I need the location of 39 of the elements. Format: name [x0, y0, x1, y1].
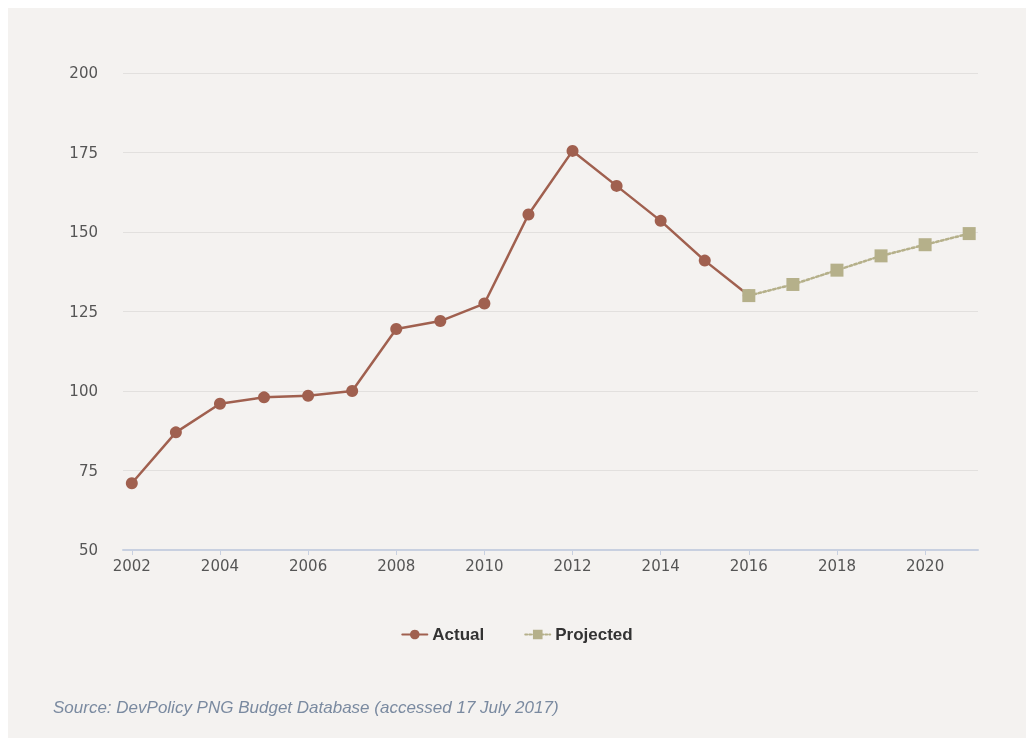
point	[390, 322, 403, 335]
point	[478, 297, 491, 310]
y-tick-label: 100	[69, 382, 98, 400]
point	[522, 208, 535, 221]
point	[698, 254, 711, 267]
point	[302, 389, 315, 402]
point	[346, 385, 359, 397]
x-tick-label: 2016	[729, 556, 768, 575]
y-tick-label: 175	[69, 143, 98, 162]
point	[918, 238, 932, 252]
x-tick-label: 2018	[817, 556, 857, 575]
point	[566, 144, 579, 157]
point	[125, 477, 138, 490]
y-tick-label: 150	[69, 223, 98, 241]
x-tick-label: 2002	[112, 556, 151, 575]
x-tick-label: 2004	[200, 556, 240, 575]
point	[654, 214, 667, 227]
y-tick-label: 75	[78, 461, 98, 480]
x-tick-label: 2012	[553, 556, 592, 575]
x-tick-label: 2006	[289, 556, 328, 575]
point	[786, 277, 800, 291]
point	[213, 397, 226, 410]
x-tick-label: 2010	[465, 556, 504, 575]
legend-label: Actual	[432, 625, 485, 644]
point	[434, 315, 447, 328]
legend-label: Projected	[555, 625, 633, 644]
y-tick-label: 50	[78, 541, 98, 559]
y-tick-label: 200	[69, 64, 98, 82]
point	[962, 227, 976, 241]
x-tick-label: 2014	[641, 556, 680, 575]
x-tick-label: 2020	[906, 556, 945, 575]
point	[258, 391, 271, 404]
point	[830, 263, 844, 277]
x-tick-label: 2008	[377, 556, 416, 575]
point	[610, 179, 623, 192]
point	[874, 249, 888, 263]
source-note: Source: DevPolicy PNG Budget Database (accessed 17 July 2017)	[53, 698, 559, 717]
point	[169, 426, 182, 439]
y-tick-label: 125	[69, 302, 98, 321]
